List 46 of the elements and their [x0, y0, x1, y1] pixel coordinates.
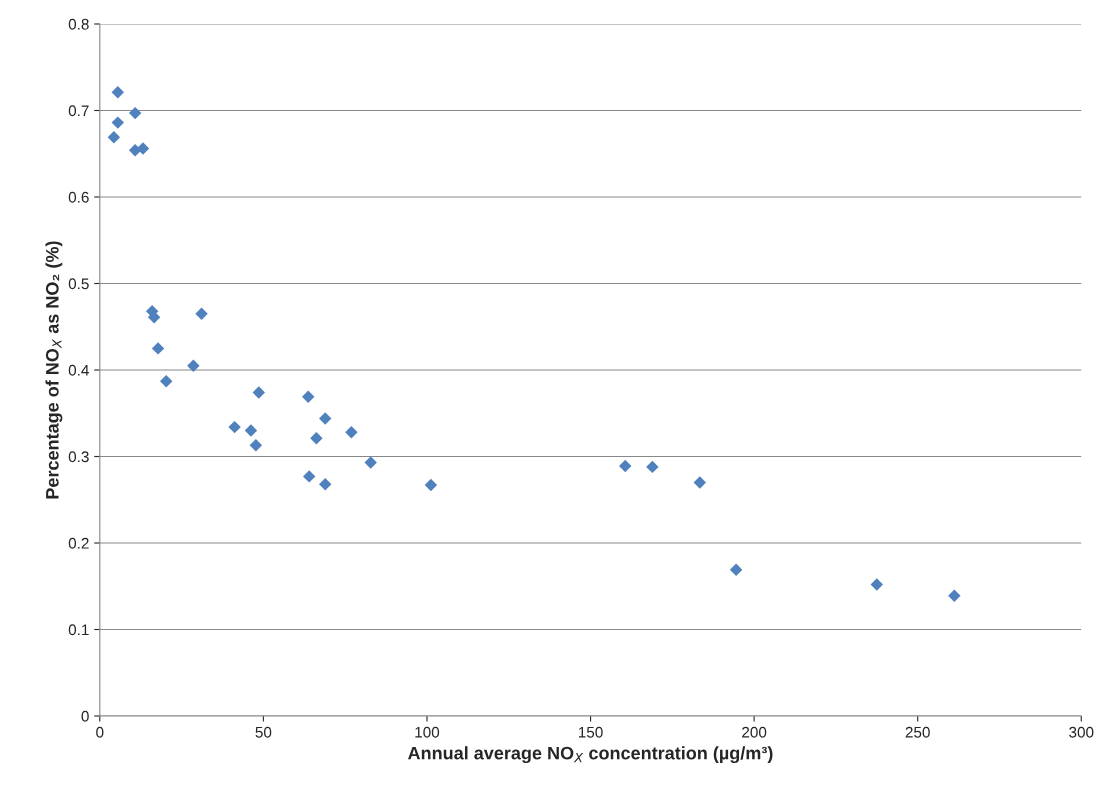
point	[319, 477, 332, 491]
point	[252, 386, 266, 399]
point	[364, 456, 377, 469]
point	[345, 426, 358, 439]
point	[302, 390, 315, 404]
x-axis-title: Annual average NO$_{X}$ concentration (µg/m³)	[408, 746, 773, 764]
point	[111, 86, 125, 99]
point	[870, 578, 884, 591]
y-tick-label: 0.2	[68, 537, 89, 549]
y-tick-label: 0	[81, 710, 89, 722]
point	[729, 563, 743, 577]
x-tick-label: 0	[96, 726, 104, 738]
point	[249, 439, 263, 452]
y-tick-label: 0.1	[68, 624, 89, 636]
x-tick-label: 50	[255, 726, 272, 738]
point	[151, 342, 165, 355]
x-tick-label: 100	[415, 726, 440, 738]
y-axis-title: Percentage of NO$_{X}$ as NO₂ (%)	[45, 241, 63, 499]
x-tick-label: 250	[905, 726, 930, 738]
point	[136, 142, 150, 155]
point	[693, 476, 707, 489]
point	[302, 470, 316, 483]
x-tick-label: 150	[578, 726, 603, 738]
point	[244, 424, 258, 437]
y-tick-label: 0.7	[68, 105, 89, 117]
point	[160, 375, 173, 388]
x-tick-label: 200	[742, 726, 767, 738]
point	[948, 589, 961, 602]
point	[310, 432, 323, 445]
point	[128, 106, 142, 120]
y-tick-label: 0.6	[68, 191, 89, 203]
y-tick-label: 0.8	[68, 18, 89, 30]
point	[424, 478, 438, 492]
point	[147, 311, 161, 324]
y-tick-label: 0.5	[68, 278, 89, 290]
x-tick-label: 300	[1069, 726, 1094, 738]
y-tick-label: 0.4	[68, 364, 89, 376]
y-tick-label: 0.3	[68, 451, 89, 463]
point	[619, 459, 632, 473]
point	[111, 116, 125, 129]
point	[228, 420, 241, 434]
point	[187, 359, 200, 372]
point	[107, 131, 121, 144]
point	[195, 307, 208, 320]
point	[319, 412, 332, 425]
point	[646, 460, 659, 474]
